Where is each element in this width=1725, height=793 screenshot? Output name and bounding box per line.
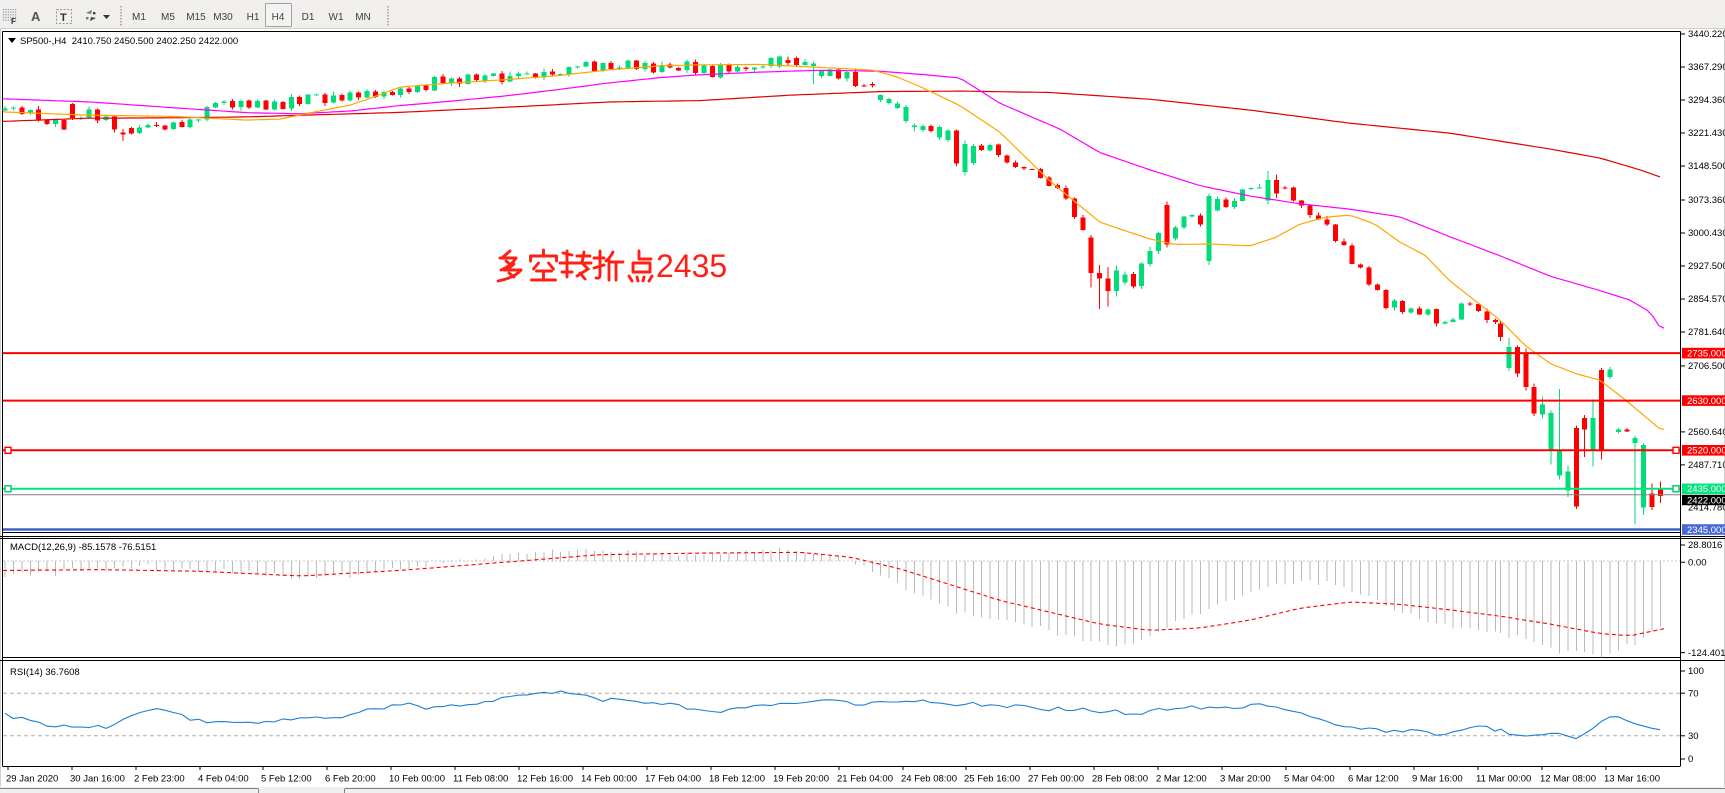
svg-text:12 Feb 16:00: 12 Feb 16:00: [517, 774, 573, 785]
svg-text:24 Feb 08:00: 24 Feb 08:00: [901, 774, 957, 785]
svg-text:M30: M30: [213, 12, 233, 23]
svg-text:2560.640: 2560.640: [1688, 427, 1725, 438]
svg-text:6 Mar 12:00: 6 Mar 12:00: [1348, 774, 1399, 785]
svg-text:5 Feb 12:00: 5 Feb 12:00: [261, 774, 312, 785]
svg-text:11 Mar 00:00: 11 Mar 00:00: [1476, 774, 1531, 785]
svg-text:MACD(12,26,9) -85.1578 -76.515: MACD(12,26,9) -85.1578 -76.5151: [10, 542, 156, 553]
svg-text:H1: H1: [247, 12, 260, 23]
svg-text:2927.500: 2927.500: [1688, 261, 1725, 272]
svg-text:2345.000: 2345.000: [1687, 525, 1725, 536]
svg-text:3 Mar 20:00: 3 Mar 20:00: [1220, 774, 1271, 785]
svg-text:29 Jan 2020: 29 Jan 2020: [6, 774, 58, 785]
svg-text:70: 70: [1688, 688, 1699, 699]
svg-text:MN: MN: [355, 12, 371, 23]
svg-text:10 Feb 00:00: 10 Feb 00:00: [389, 774, 445, 785]
svg-text:RSI(14) 36.7608: RSI(14) 36.7608: [10, 667, 80, 678]
svg-text:12 Mar 08:00: 12 Mar 08:00: [1540, 774, 1596, 785]
svg-text:18 Feb 12:00: 18 Feb 12:00: [709, 774, 765, 785]
svg-text:2735.000: 2735.000: [1687, 349, 1725, 360]
svg-text:M15: M15: [186, 12, 206, 23]
svg-text:30: 30: [1688, 731, 1699, 742]
svg-text:M5: M5: [161, 12, 175, 23]
svg-text:11 Feb 08:00: 11 Feb 08:00: [453, 774, 508, 785]
svg-text:2520.000: 2520.000: [1687, 446, 1725, 457]
svg-text:28 Feb 08:00: 28 Feb 08:00: [1092, 774, 1148, 785]
svg-text:17 Feb 04:00: 17 Feb 04:00: [645, 774, 701, 785]
svg-text:A: A: [31, 9, 41, 24]
svg-text:27 Feb 00:00: 27 Feb 00:00: [1028, 774, 1084, 785]
svg-text:28.8016: 28.8016: [1688, 540, 1722, 551]
svg-text:T: T: [60, 12, 67, 24]
svg-text:3294.360: 3294.360: [1688, 95, 1725, 106]
svg-text:SP500-,H4 2410.750 2450.500 2: SP500-,H4 2410.750 2450.500 2402.250 242…: [20, 36, 238, 47]
svg-text:2487.710: 2487.710: [1688, 460, 1725, 471]
svg-text:3440.220: 3440.220: [1688, 29, 1725, 40]
svg-text:2435: 2435: [656, 248, 727, 284]
svg-text:30 Jan 16:00: 30 Jan 16:00: [70, 774, 125, 785]
svg-text:5 Mar 04:00: 5 Mar 04:00: [1284, 774, 1335, 785]
svg-text:0: 0: [1688, 754, 1693, 765]
svg-text:0.00: 0.00: [1688, 557, 1707, 568]
svg-text:2781.640: 2781.640: [1688, 327, 1725, 338]
svg-text:3148.500: 3148.500: [1688, 161, 1725, 172]
svg-text:2 Feb 23:00: 2 Feb 23:00: [134, 774, 185, 785]
svg-text:F: F: [11, 17, 16, 26]
svg-text:6 Feb 20:00: 6 Feb 20:00: [325, 774, 376, 785]
svg-text:D1: D1: [302, 12, 315, 23]
svg-text:2630.000: 2630.000: [1687, 396, 1725, 407]
svg-text:25 Feb 16:00: 25 Feb 16:00: [964, 774, 1020, 785]
svg-text:2422.000: 2422.000: [1687, 495, 1725, 506]
svg-text:4 Feb 04:00: 4 Feb 04:00: [198, 774, 249, 785]
svg-text:H4: H4: [272, 12, 285, 23]
svg-text:W1: W1: [329, 12, 344, 23]
svg-text:3221.430: 3221.430: [1688, 128, 1725, 139]
svg-text:2706.500: 2706.500: [1688, 361, 1725, 372]
svg-text:2414.780: 2414.780: [1688, 503, 1725, 514]
svg-text:3000.430: 3000.430: [1688, 228, 1725, 239]
svg-text:3367.290: 3367.290: [1688, 62, 1725, 73]
svg-text:3073.360: 3073.360: [1688, 195, 1725, 206]
svg-text:19 Feb 20:00: 19 Feb 20:00: [773, 774, 829, 785]
svg-text:9 Mar 16:00: 9 Mar 16:00: [1412, 774, 1463, 785]
svg-text:2435.000: 2435.000: [1687, 484, 1725, 495]
svg-text:14 Feb 00:00: 14 Feb 00:00: [581, 774, 637, 785]
svg-text:21 Feb 04:00: 21 Feb 04:00: [837, 774, 893, 785]
svg-text:13 Mar 16:00: 13 Mar 16:00: [1604, 774, 1660, 785]
svg-text:100: 100: [1688, 666, 1704, 677]
svg-text:2854.570: 2854.570: [1688, 294, 1725, 305]
svg-text:M1: M1: [132, 12, 146, 23]
svg-text:2 Mar 12:00: 2 Mar 12:00: [1156, 774, 1207, 785]
